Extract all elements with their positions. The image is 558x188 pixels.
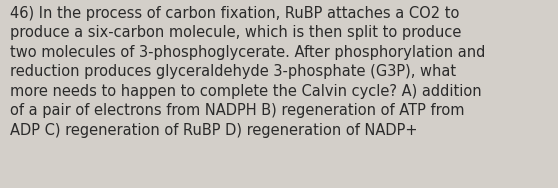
Text: 46) In the process of carbon fixation, RuBP attaches a CO2 to
produce a six-carb: 46) In the process of carbon fixation, R…: [10, 6, 485, 138]
